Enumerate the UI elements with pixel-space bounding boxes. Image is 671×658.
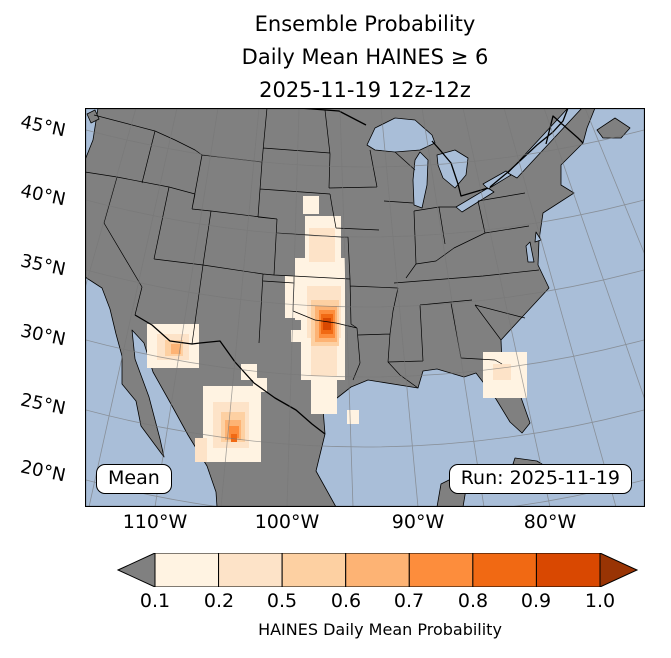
cb-tick-3: 0.6 bbox=[330, 590, 362, 612]
cb-tick-2: 0.5 bbox=[266, 590, 298, 612]
colorbar-label: HAINES Daily Mean Probability bbox=[258, 620, 502, 639]
cb-tick-6: 0.9 bbox=[520, 590, 552, 612]
colorbar-canvas bbox=[116, 552, 639, 588]
title-line-2: Daily Mean HAINES ≥ 6 bbox=[241, 45, 489, 69]
y-tick-35n: 35°N bbox=[18, 250, 68, 281]
cb-tick-5: 0.8 bbox=[457, 590, 489, 612]
x-tick-90w: 90°W bbox=[391, 511, 445, 533]
country-borders bbox=[134, 108, 584, 435]
pacific-baja-gulf-of-california bbox=[85, 276, 218, 507]
chesapeake-bay bbox=[525, 241, 535, 263]
lake-erie bbox=[455, 187, 495, 213]
delaware-bay bbox=[534, 231, 542, 243]
x-tick-100w: 100°W bbox=[254, 511, 320, 533]
run-label-box: Run: 2025-11-19 bbox=[448, 464, 632, 494]
figure-title: Ensemble Probability Daily Mean HAINES ≥… bbox=[85, 8, 645, 107]
colorbar-segments bbox=[154, 552, 601, 588]
map-frame bbox=[85, 108, 645, 507]
cb-tick-4: 0.7 bbox=[393, 590, 425, 612]
colorbar-under-arrow bbox=[116, 552, 156, 588]
title-line-1: Ensemble Probability bbox=[254, 12, 476, 36]
nova-scotia bbox=[596, 117, 631, 139]
map-canvas bbox=[85, 108, 645, 507]
stat-label-box: Mean bbox=[96, 464, 172, 494]
colorbar bbox=[115, 552, 645, 588]
cb-tick-1: 0.2 bbox=[203, 590, 235, 612]
y-tick-20n: 20°N bbox=[18, 456, 68, 487]
ocean-layer bbox=[85, 108, 645, 507]
y-tick-40n: 40°N bbox=[18, 180, 68, 211]
cb-tick-7: 1.0 bbox=[584, 590, 616, 612]
y-tick-45n: 45°N bbox=[18, 111, 68, 142]
cb-tick-0: 0.1 bbox=[139, 590, 171, 612]
colorbar-over-arrow bbox=[599, 552, 639, 588]
x-tick-110w: 110°W bbox=[122, 511, 188, 533]
vancouver-island bbox=[86, 109, 100, 124]
x-tick-80w: 80°W bbox=[523, 511, 577, 533]
y-tick-30n: 30°N bbox=[18, 320, 68, 351]
y-tick-25n: 25°N bbox=[18, 389, 68, 420]
graticule-layer bbox=[85, 108, 645, 507]
map-area: Mean Run: 2025-11-19 bbox=[85, 108, 645, 507]
probability-field bbox=[147, 196, 527, 462]
title-line-3: 2025-11-19 12z-12z bbox=[259, 78, 471, 102]
